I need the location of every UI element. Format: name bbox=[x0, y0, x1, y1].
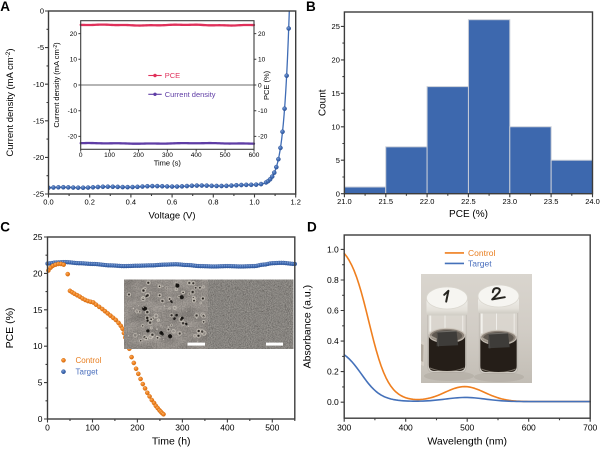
svg-text:300: 300 bbox=[337, 423, 351, 433]
svg-text:0.8: 0.8 bbox=[208, 198, 218, 207]
svg-text:500: 500 bbox=[265, 423, 279, 433]
svg-text:22.5: 22.5 bbox=[461, 197, 476, 206]
svg-text:1.2: 1.2 bbox=[290, 198, 300, 207]
svg-text:0.0: 0.0 bbox=[327, 397, 339, 407]
svg-text:100: 100 bbox=[104, 152, 115, 159]
svg-text:PCE: PCE bbox=[165, 71, 180, 80]
svg-text:C: C bbox=[0, 220, 10, 235]
svg-text:-5: -5 bbox=[37, 43, 44, 52]
svg-text:300: 300 bbox=[175, 423, 189, 433]
svg-text:600: 600 bbox=[522, 423, 536, 433]
svg-text:Target: Target bbox=[468, 258, 492, 268]
svg-text:Wavelength (nm): Wavelength (nm) bbox=[427, 435, 507, 447]
svg-text:Count: Count bbox=[318, 89, 329, 116]
svg-text:24.0: 24.0 bbox=[585, 197, 600, 206]
svg-text:Current density (mA cm-2): Current density (mA cm-2) bbox=[52, 42, 61, 128]
svg-text:PCE (%): PCE (%) bbox=[4, 308, 16, 349]
svg-text:23.5: 23.5 bbox=[544, 197, 559, 206]
svg-text:25: 25 bbox=[332, 22, 340, 31]
svg-text:-15: -15 bbox=[33, 116, 44, 125]
svg-text:Absorbance (a.u.): Absorbance (a.u.) bbox=[302, 285, 314, 368]
svg-text:10: 10 bbox=[258, 57, 266, 64]
svg-text:300: 300 bbox=[162, 152, 173, 159]
svg-text:400: 400 bbox=[220, 423, 234, 433]
svg-text:0.8: 0.8 bbox=[327, 275, 339, 285]
svg-text:0: 0 bbox=[40, 7, 44, 16]
svg-text:20: 20 bbox=[70, 31, 78, 38]
svg-text:21.5: 21.5 bbox=[378, 197, 393, 206]
svg-text:21.0: 21.0 bbox=[337, 197, 352, 206]
svg-text:0: 0 bbox=[336, 189, 340, 198]
svg-text:Current density: Current density bbox=[165, 90, 216, 99]
svg-text:20: 20 bbox=[33, 268, 43, 278]
svg-text:5: 5 bbox=[336, 156, 340, 165]
svg-text:0: 0 bbox=[45, 423, 50, 433]
svg-text:700: 700 bbox=[583, 423, 597, 433]
svg-text:0: 0 bbox=[258, 82, 262, 89]
svg-text:0.6: 0.6 bbox=[167, 198, 177, 207]
svg-text:PCE (%): PCE (%) bbox=[449, 209, 488, 220]
svg-text:-10: -10 bbox=[33, 80, 44, 89]
svg-text:PCE (%): PCE (%) bbox=[262, 70, 271, 100]
svg-text:0.4: 0.4 bbox=[327, 336, 339, 346]
svg-text:Current density (mA cm-2): Current density (mA cm-2) bbox=[5, 48, 16, 156]
svg-text:0.6: 0.6 bbox=[327, 306, 339, 316]
svg-text:Voltage (V): Voltage (V) bbox=[149, 211, 196, 222]
svg-text:0.2: 0.2 bbox=[327, 367, 339, 377]
svg-text:0.4: 0.4 bbox=[126, 198, 136, 207]
svg-text:400: 400 bbox=[191, 152, 202, 159]
svg-text:15: 15 bbox=[33, 305, 43, 315]
svg-text:-20: -20 bbox=[33, 153, 44, 162]
svg-text:15: 15 bbox=[332, 89, 340, 98]
svg-text:Control: Control bbox=[468, 248, 496, 258]
svg-text:600: 600 bbox=[249, 152, 260, 159]
svg-text:-25: -25 bbox=[33, 190, 44, 199]
svg-text:0.2: 0.2 bbox=[84, 198, 94, 207]
svg-text:10: 10 bbox=[33, 341, 43, 351]
svg-text:500: 500 bbox=[460, 423, 474, 433]
svg-text:500: 500 bbox=[220, 152, 231, 159]
svg-text:Time (h): Time (h) bbox=[152, 435, 191, 447]
svg-text:Control: Control bbox=[76, 356, 102, 365]
svg-text:-10: -10 bbox=[258, 108, 268, 115]
svg-text:0: 0 bbox=[79, 152, 83, 159]
svg-text:0: 0 bbox=[73, 82, 77, 89]
svg-text:22.0: 22.0 bbox=[420, 197, 435, 206]
svg-text:10: 10 bbox=[70, 57, 78, 64]
svg-text:200: 200 bbox=[133, 152, 144, 159]
svg-text:20: 20 bbox=[332, 56, 340, 65]
svg-text:200: 200 bbox=[130, 423, 144, 433]
svg-text:-20: -20 bbox=[68, 134, 78, 141]
svg-text:10: 10 bbox=[332, 122, 340, 131]
svg-text:A: A bbox=[0, 0, 10, 14]
svg-text:25: 25 bbox=[33, 232, 43, 242]
svg-text:D: D bbox=[307, 220, 317, 235]
svg-text:400: 400 bbox=[399, 423, 413, 433]
svg-text:20: 20 bbox=[258, 31, 266, 38]
svg-text:1.0: 1.0 bbox=[327, 244, 339, 254]
svg-text:Time (s): Time (s) bbox=[154, 159, 182, 168]
svg-text:5: 5 bbox=[38, 378, 43, 388]
svg-text:1.0: 1.0 bbox=[249, 198, 259, 207]
svg-text:23.0: 23.0 bbox=[502, 197, 517, 206]
svg-text:100: 100 bbox=[85, 423, 99, 433]
svg-text:Target: Target bbox=[76, 368, 99, 377]
svg-text:0.0: 0.0 bbox=[43, 198, 53, 207]
svg-text:0: 0 bbox=[38, 414, 43, 424]
svg-text:B: B bbox=[306, 0, 316, 14]
svg-text:-10: -10 bbox=[68, 108, 78, 115]
svg-text:-20: -20 bbox=[258, 134, 268, 141]
